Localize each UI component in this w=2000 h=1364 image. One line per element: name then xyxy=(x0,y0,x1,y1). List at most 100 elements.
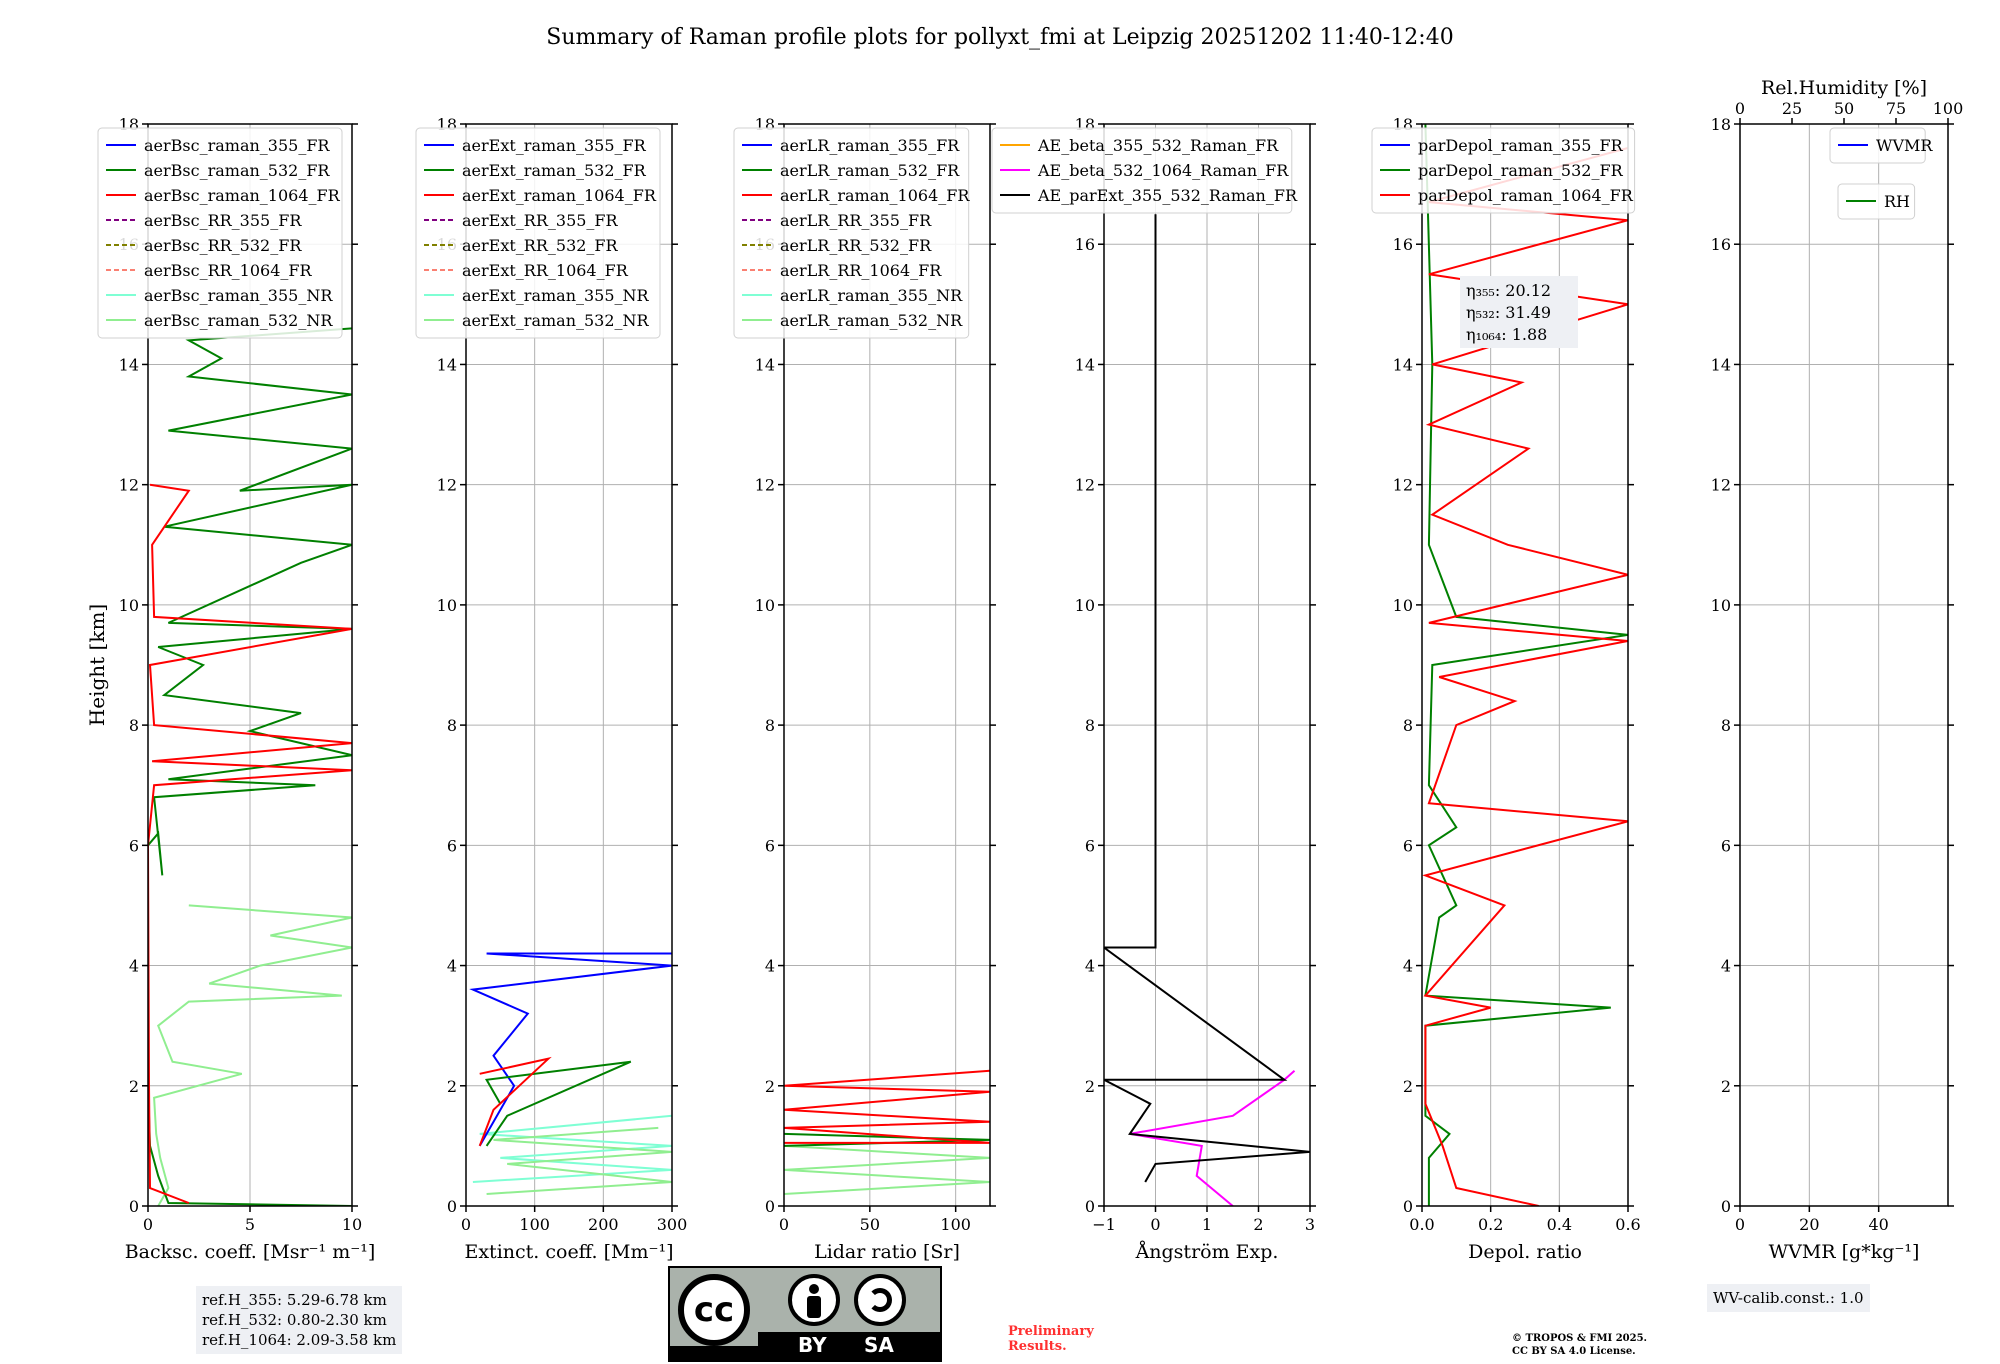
legend-entry: AE_beta_532_1064_Raman_FR xyxy=(1037,161,1289,180)
annotation-line: η₁₀₆₄: 1.88 xyxy=(1466,325,1547,344)
legend-entry: aerLR_raman_355_NR xyxy=(780,286,963,305)
y-tick-label: 4 xyxy=(1721,957,1731,976)
y-tick-label: 0 xyxy=(447,1197,457,1216)
series-line-aerLR_raman_532_NR xyxy=(784,1144,990,1195)
legend-frame xyxy=(1829,127,1926,164)
legend-entry: aerBsc_raman_532_NR xyxy=(144,311,333,330)
y-tick-label: 6 xyxy=(447,836,457,855)
x-tick-label: 0 xyxy=(461,1215,471,1234)
refh-532: ref.H_532: 0.80-2.30 km xyxy=(202,1311,387,1329)
legend-frame xyxy=(97,127,343,339)
y-tick-label: 12 xyxy=(755,476,775,495)
refh-1064: ref.H_1064: 2.09-3.58 km xyxy=(202,1331,397,1349)
y-tick-label: 2 xyxy=(447,1077,457,1096)
y-tick-label: 4 xyxy=(1085,957,1095,976)
y-tick-label: 16 xyxy=(1075,235,1095,254)
y-tick-label: 4 xyxy=(765,957,775,976)
x-tick-label: 0.2 xyxy=(1478,1215,1503,1234)
cc-bottom-bar xyxy=(758,1332,940,1360)
x-tick-label: 100 xyxy=(519,1215,550,1234)
figure-title: Summary of Raman profile plots for polly… xyxy=(546,25,1453,50)
x-axis-label: Depol. ratio xyxy=(1468,1241,1582,1263)
legend-entry: parDepol_raman_532_FR xyxy=(1418,161,1624,180)
legend-ext: aerExt_raman_355_FR aerExt_raman_532_FRae… xyxy=(415,127,661,339)
y-tick-label: 2 xyxy=(1403,1077,1413,1096)
legend-entry: aerLR_RR_355_FR xyxy=(780,211,932,230)
y-tick-label: 2 xyxy=(1721,1077,1731,1096)
by-label: BY xyxy=(798,1333,827,1357)
series-line-AE_parExt_355_532_Raman_FR xyxy=(1104,214,1310,1183)
x-tick-label: 0 xyxy=(1150,1215,1160,1234)
y-tick-label: 8 xyxy=(129,716,139,735)
x-axis-label: Extinct. coeff. [Mm⁻¹] xyxy=(464,1241,673,1263)
y-tick-label: 12 xyxy=(119,476,139,495)
axes-frame xyxy=(783,123,991,1207)
y-tick-label: 12 xyxy=(1075,476,1095,495)
y-tick-label: 14 xyxy=(119,355,139,374)
legend-wvmr: WVMR xyxy=(1829,127,1933,164)
top-x-tick-label: 75 xyxy=(1886,99,1906,118)
y-tick-label: 0 xyxy=(129,1197,139,1216)
legend-entry: aerExt_raman_532_FR xyxy=(462,161,647,180)
legend-entry: aerLR_raman_1064_FR xyxy=(780,186,970,205)
legend-frame xyxy=(991,127,1293,214)
y-tick-label: 4 xyxy=(447,957,457,976)
x-tick-label: 40 xyxy=(1868,1215,1888,1234)
y-tick-label: 14 xyxy=(1711,355,1731,374)
top-x-axis-label: Rel.Humidity [%] xyxy=(1761,77,1927,99)
person-icon xyxy=(788,1274,840,1326)
y-tick-label: 4 xyxy=(129,957,139,976)
x-tick-label: 3 xyxy=(1305,1215,1315,1234)
x-tick-label: 0 xyxy=(1735,1215,1745,1234)
y-tick-label: 8 xyxy=(765,716,775,735)
axes-frame xyxy=(1421,123,1629,1207)
x-tick-label: −1 xyxy=(1092,1215,1116,1234)
legend-entry: aerLR_RR_532_FR xyxy=(780,236,932,255)
legend-entry: aerBsc_RR_355_FR xyxy=(144,211,302,230)
wv-calib-text: WV-calib.const.: 1.0 xyxy=(1713,1289,1864,1307)
axes-frame xyxy=(465,123,673,1207)
series-line-aerExt_raman_355_FR xyxy=(469,952,672,1147)
y-tick-label: 18 xyxy=(1711,115,1731,134)
series-line-parDepol_raman_532_FR xyxy=(1424,124,1628,1206)
series-line-aerExt_raman_355_NR xyxy=(472,1114,672,1183)
legend-ae: AE_beta_355_532_Raman_FR AE_beta_532_1064… xyxy=(991,127,1298,214)
axes-frame xyxy=(1739,123,1949,1207)
y-tick-label: 10 xyxy=(1393,596,1413,615)
legend-frame xyxy=(1837,183,1916,220)
y-tick-label: 6 xyxy=(1721,836,1731,855)
refh-355: ref.H_355: 5.29-6.78 km xyxy=(202,1291,387,1309)
x-tick-label: 0 xyxy=(143,1215,153,1234)
annotation-line: η₅₃₂: 31.49 xyxy=(1466,303,1551,322)
legend-entry: aerBsc_raman_1064_FR xyxy=(144,186,341,205)
y-tick-label: 0 xyxy=(1403,1197,1413,1216)
legend-entry: aerExt_RR_355_FR xyxy=(462,211,619,230)
legend-entry: parDepol_raman_1064_FR xyxy=(1418,186,1634,205)
legend-entry: aerBsc_raman_355_FR xyxy=(144,136,330,155)
x-tick-label: 2 xyxy=(1253,1215,1263,1234)
series-group xyxy=(469,952,672,1195)
x-axis-label: Lidar ratio [Sr] xyxy=(814,1241,960,1263)
top-x-tick-label: 0 xyxy=(1735,99,1745,118)
cc-license-badge: cc BY SA xyxy=(668,1266,942,1362)
x-tick-label: 0 xyxy=(779,1215,789,1234)
y-tick-label: 12 xyxy=(437,476,457,495)
legend-entry: aerExt_raman_355_NR xyxy=(462,286,650,305)
legend-entry: aerLR_raman_532_FR xyxy=(780,161,960,180)
x-tick-label: 5 xyxy=(245,1215,255,1234)
x-tick-label: 20 xyxy=(1799,1215,1819,1234)
legend-entry: aerLR_RR_1064_FR xyxy=(780,261,942,280)
legend-entry: aerBsc_RR_1064_FR xyxy=(144,261,313,280)
series-line-aerBsc_raman_532_NR xyxy=(153,904,352,1206)
y-tick-label: 6 xyxy=(129,836,139,855)
top-x-tick-label: 25 xyxy=(1782,99,1802,118)
x-axis-label: Backsc. coeff. [Msr⁻¹ m⁻¹] xyxy=(125,1241,376,1263)
y-tick-label: 0 xyxy=(1721,1197,1731,1216)
y-tick-label: 6 xyxy=(1403,836,1413,855)
top-x-tick-label: 100 xyxy=(1933,99,1964,118)
x-tick-label: 300 xyxy=(657,1215,688,1234)
y-tick-label: 12 xyxy=(1711,476,1731,495)
legend-entry: RH xyxy=(1884,192,1910,211)
